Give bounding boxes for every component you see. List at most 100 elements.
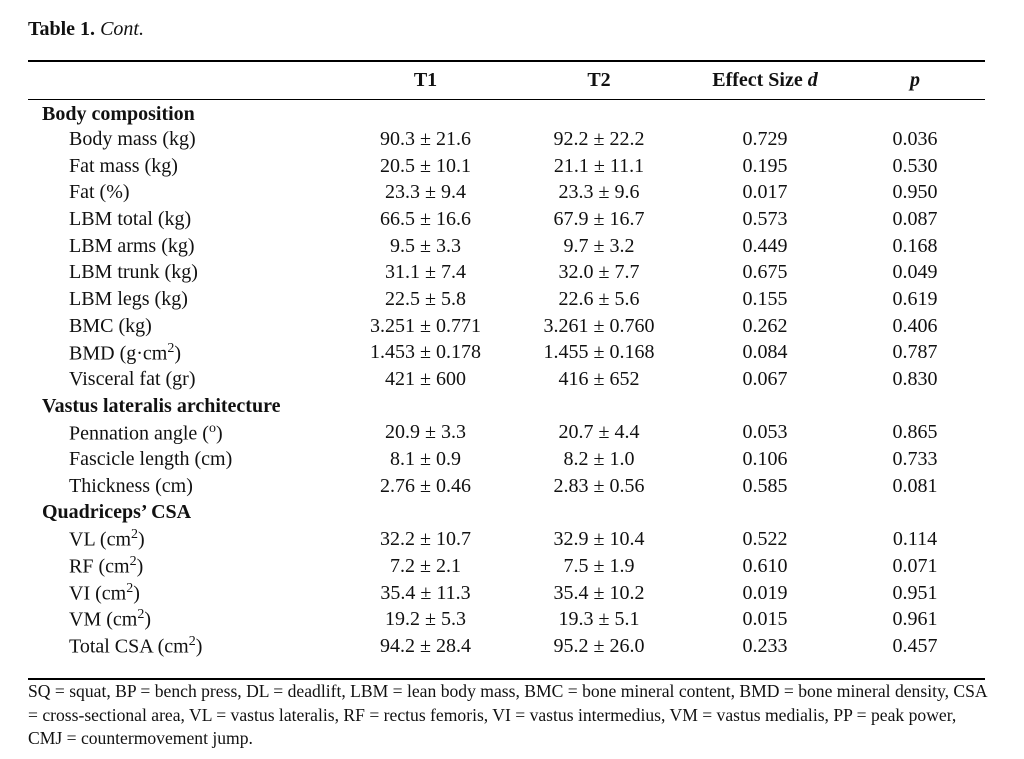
row-label-text: VL (cm [69,528,132,551]
table-row: Visceral fat (gr) 421 ± 600 416 ± 652 0.067… [28,366,985,393]
table-row: BMC (kg) 3.251 ± 0.771 3.261 ± 0.760 0.262 0… [28,313,985,340]
t2-value: 35.4 ± 10.2 [553,581,645,604]
p-value: 0.950 [892,181,938,204]
effect-size-value: 0.233 [742,634,788,657]
results-table: T1 T2 Effect Size d p Body composition Bo… [28,62,985,660]
table-row: VL (cm2) 32.2 ± 10.7 32.9 ± 10.4 0.522 0.114 [28,526,985,553]
header-t1: T1 [413,69,438,91]
table-row: Body mass (kg) 90.3 ± 21.6 92.2 ± 22.2 0.72… [28,126,985,153]
row-label-text: BMC (kg) [69,314,152,337]
effect-size-value: 0.106 [742,448,788,471]
t2-value: 21.1 ± 11.1 [553,154,645,177]
p-value: 0.619 [892,287,938,310]
p-value: 0.087 [892,207,938,230]
t2-value: 92.2 ± 22.2 [553,127,645,150]
table-top-rule [28,60,985,62]
row-label: Fat mass (kg) [28,153,338,180]
effect-size-value: 0.019 [742,581,788,604]
row-label: LBM arms (kg) [28,233,338,260]
section-title: Vastus lateralis architecture [42,394,281,417]
row-label-suffix: ) [138,528,145,551]
row-label: Fascicle length (cm) [28,446,338,473]
row-label: BMD (g·cm2) [28,340,338,367]
table-row: Fascicle length (cm) 8.1 ± 0.9 8.2 ± 1.0 0.… [28,446,985,473]
row-label: Total CSA (cm2) [28,633,338,660]
table-number: Table 1. [28,18,96,40]
t2-value: 20.7 ± 4.4 [558,421,640,444]
t2-value: 32.9 ± 10.4 [553,528,645,551]
table-row: Total CSA (cm2) 94.2 ± 28.4 95.2 ± 26.0 0.2… [28,633,985,660]
t1-value: 7.2 ± 2.1 [390,554,461,577]
p-value: 0.530 [892,154,938,177]
p-value: 0.787 [892,341,938,364]
row-label-text: Fat (%) [69,181,130,204]
effect-size-value: 0.729 [742,127,788,150]
row-label-text: Visceral fat (gr) [69,368,196,391]
effect-size-value: 0.084 [742,341,788,364]
row-label-suffix: ) [174,342,181,365]
t2-value: 1.455 ± 0.168 [543,341,655,364]
t1-value: 19.2 ± 5.3 [385,608,466,631]
effect-size-value: 0.053 [742,421,788,444]
effect-size-value: 0.610 [742,554,788,577]
t2-value: 9.7 ± 3.2 [563,234,635,257]
row-label-superscript: 2 [167,340,175,356]
t1-value: 3.251 ± 0.771 [370,314,481,337]
table-row: Pennation angle (o) 20.9 ± 3.3 20.7 ± 4.4 0… [28,420,985,447]
row-label-superscript: 2 [129,554,137,570]
t2-value: 19.3 ± 5.1 [558,608,640,631]
effect-size-value: 0.449 [742,234,788,257]
effect-size-value: 0.522 [742,528,788,551]
t1-value: 32.2 ± 10.7 [380,528,471,551]
row-label-text: Fascicle length (cm) [69,448,233,471]
row-label-suffix: ) [144,609,151,632]
row-label: Visceral fat (gr) [28,366,338,393]
t1-value: 94.2 ± 28.4 [380,634,471,657]
table-row: LBM total (kg) 66.5 ± 16.6 67.9 ± 16.7 0.57… [28,206,985,233]
p-value: 0.406 [892,314,938,337]
effect-size-value: 0.675 [742,261,788,284]
row-label-text: RF (cm [69,555,130,578]
table-row: LBM arms (kg) 9.5 ± 3.3 9.7 ± 3.2 0.449 0.16… [28,233,985,260]
t1-value: 20.9 ± 3.3 [385,421,466,444]
t2-value: 23.3 ± 9.6 [558,181,640,204]
t1-value: 90.3 ± 21.6 [380,127,471,150]
section-header-row: Vastus lateralis architecture [28,393,985,420]
effect-size-value: 0.573 [742,207,788,230]
p-value: 0.081 [892,474,938,497]
section-header-row: Body composition [28,99,985,126]
t1-value: 66.5 ± 16.6 [380,207,471,230]
row-label-text: LBM total (kg) [69,207,192,230]
row-label-suffix: ) [136,555,144,578]
effect-size-value: 0.017 [742,181,788,204]
row-label-superscript: 2 [188,634,196,650]
row-label: Thickness (cm) [28,473,338,500]
header-variable [28,62,338,99]
t1-value: 9.5 ± 3.3 [390,234,461,257]
effect-size-value: 0.195 [742,154,788,177]
header-t2: T2 [587,69,611,91]
p-value: 0.049 [892,261,938,284]
t2-value: 8.2 ± 1.0 [563,448,635,471]
row-label-text: VI (cm [69,582,127,605]
t1-value: 20.5 ± 10.1 [380,154,471,177]
p-value: 0.865 [892,421,938,444]
row-label-text: Fat mass (kg) [69,154,178,177]
header-effect-size-label: Effect Size [712,69,803,91]
table-caption: Table 1. Cont. [28,16,144,42]
section-title: Body composition [42,103,195,125]
table-row: Fat (%) 23.3 ± 9.4 23.3 ± 9.6 0.017 0.950 [28,179,985,206]
table-bottom-rule [28,678,985,680]
t2-value: 7.5 ± 1.9 [563,554,635,577]
table-row: RF (cm2) 7.2 ± 2.1 7.5 ± 1.9 0.610 0.071 [28,553,985,580]
table-row: LBM legs (kg) 22.5 ± 5.8 22.6 ± 5.6 0.155 0.… [28,286,985,313]
effect-size-value: 0.262 [742,314,788,337]
p-value: 0.036 [892,127,938,150]
row-label: VM (cm2) [28,606,338,633]
t2-value: 67.9 ± 16.7 [553,207,645,230]
p-value: 0.457 [892,634,938,657]
p-value: 0.071 [892,554,938,577]
row-label: Body mass (kg) [28,126,338,153]
header-effect-size: Effect Size d [685,62,845,99]
header-p-value: p [910,69,920,91]
